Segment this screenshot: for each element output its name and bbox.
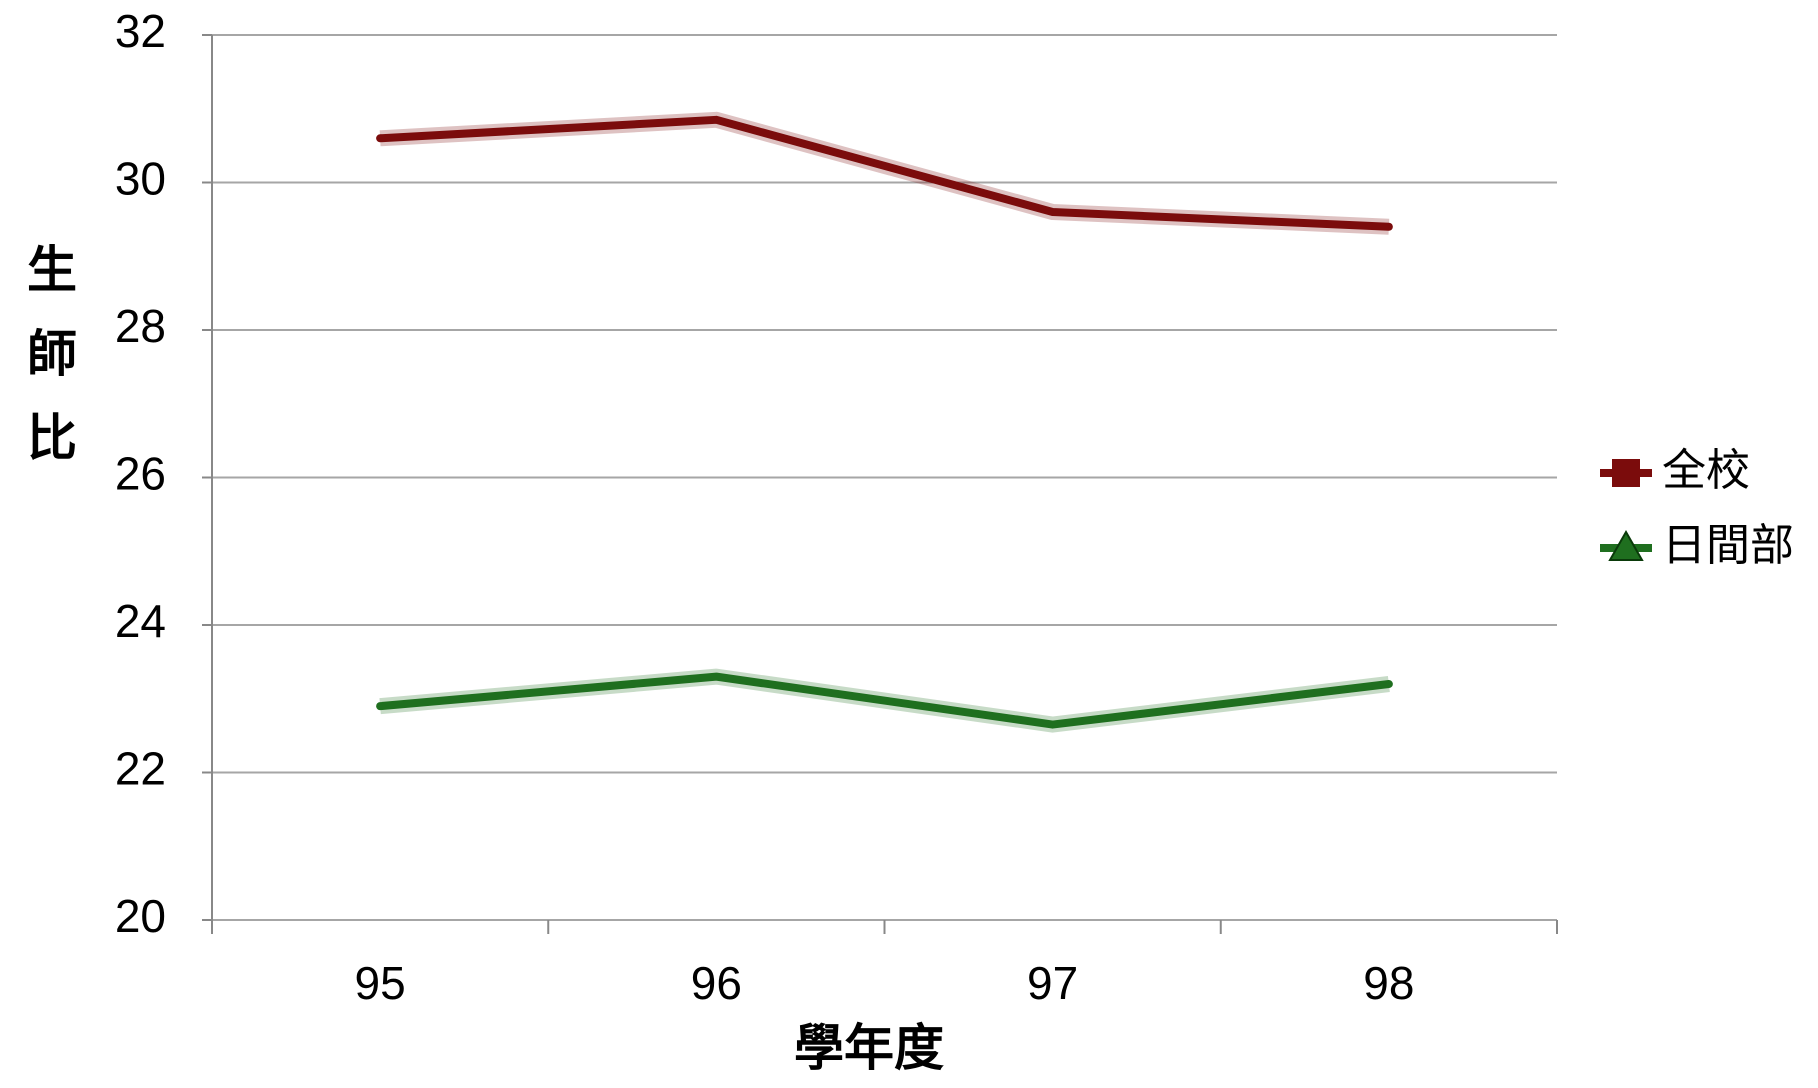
- y-tick-label: 30: [115, 153, 166, 205]
- x-tick-label: 98: [1363, 957, 1414, 1009]
- series-line: [376, 672, 1393, 729]
- series-shadow: [379, 111, 1390, 235]
- x-tick-label: 95: [355, 957, 406, 1009]
- legend-label: 全校: [1662, 445, 1750, 496]
- x-tick-label: 96: [691, 957, 742, 1009]
- legend-marker: [1612, 459, 1640, 487]
- y-axis-label: 生師比: [19, 243, 78, 495]
- y-tick-label: 24: [115, 595, 166, 647]
- legend-marker: [1608, 529, 1644, 561]
- legend-label: 日間部: [1662, 520, 1794, 571]
- series-line: [376, 115, 1393, 231]
- y-tick-label: 20: [115, 890, 166, 942]
- y-tick-label: 26: [115, 448, 166, 500]
- y-tick-label: 32: [115, 5, 166, 57]
- x-axis-label: 學年度: [794, 1018, 944, 1077]
- y-tick-label: 28: [115, 300, 166, 352]
- y-tick-label: 22: [115, 743, 166, 795]
- x-tick-label: 97: [1027, 957, 1078, 1009]
